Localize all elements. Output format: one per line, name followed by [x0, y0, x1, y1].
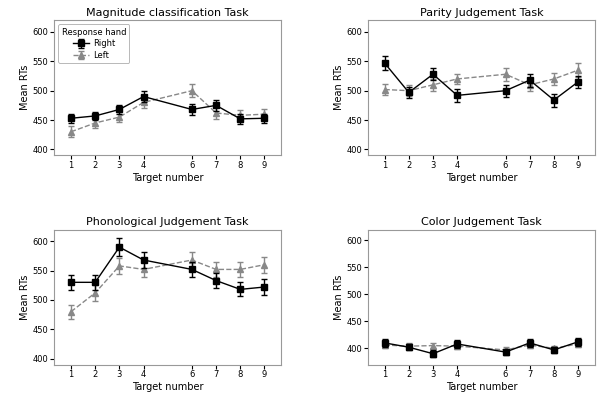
Y-axis label: Mean RTs: Mean RTs: [334, 65, 344, 111]
Title: Parity Judgement Task: Parity Judgement Task: [419, 8, 543, 18]
X-axis label: Target number: Target number: [132, 382, 204, 392]
Legend: Right, Left: Right, Left: [58, 24, 129, 63]
X-axis label: Target number: Target number: [445, 173, 517, 183]
Y-axis label: Mean RTs: Mean RTs: [334, 274, 344, 320]
Title: Magnitude classification Task: Magnitude classification Task: [87, 8, 249, 18]
X-axis label: Target number: Target number: [132, 173, 204, 183]
Title: Color Judgement Task: Color Judgement Task: [421, 217, 542, 227]
Title: Phonological Judgement Task: Phonological Judgement Task: [87, 217, 249, 227]
X-axis label: Target number: Target number: [445, 382, 517, 392]
Y-axis label: Mean RTs: Mean RTs: [20, 65, 30, 111]
Y-axis label: Mean RTs: Mean RTs: [20, 274, 30, 320]
